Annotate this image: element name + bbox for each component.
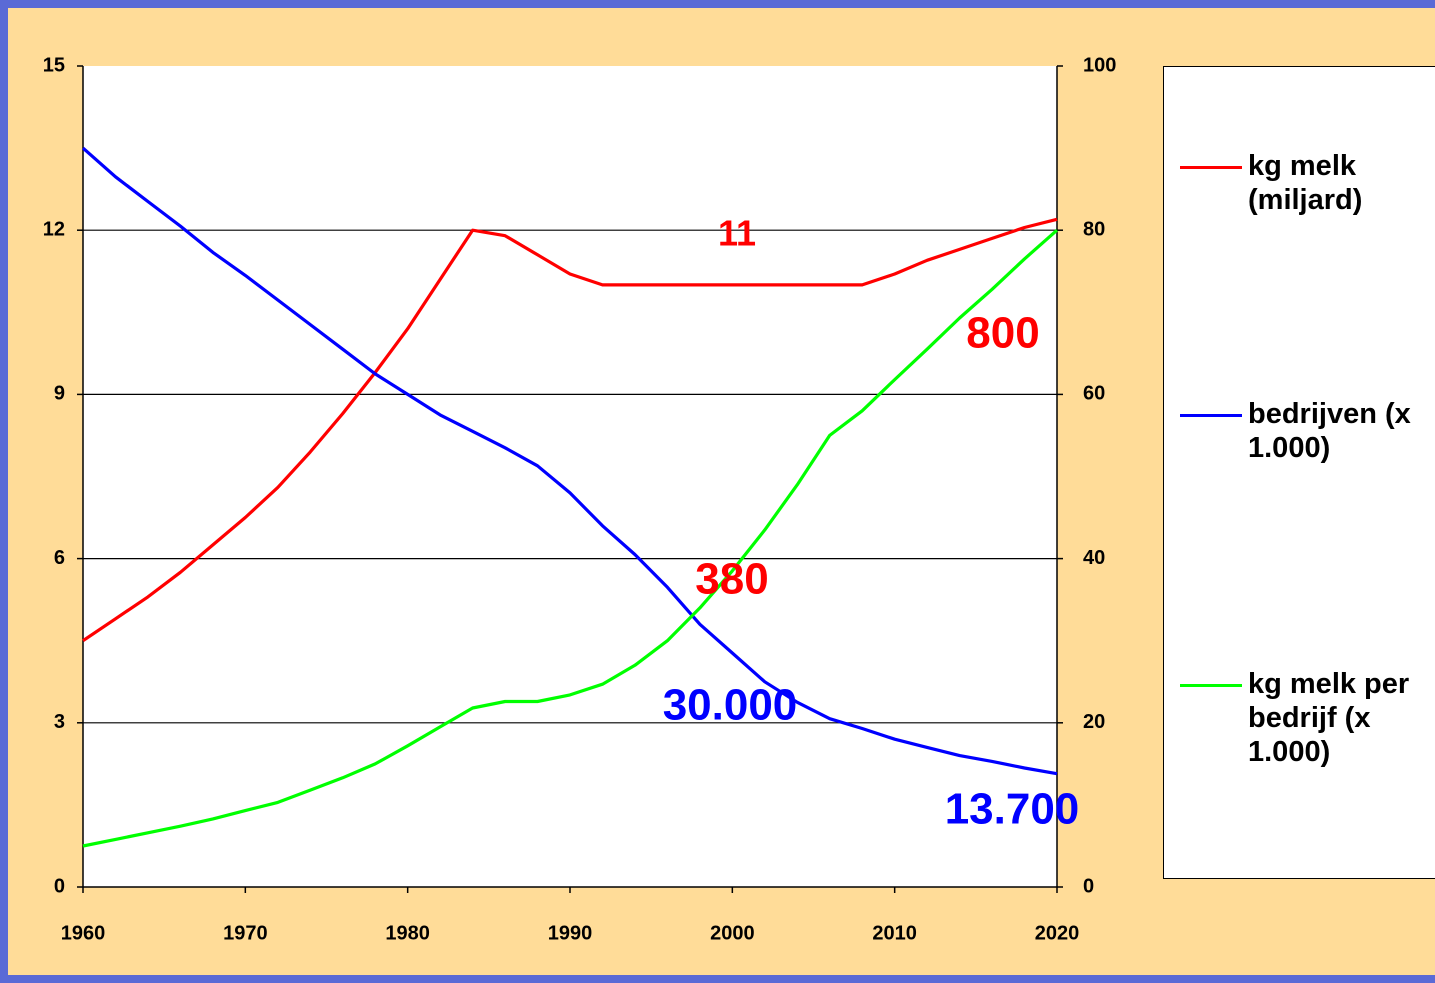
legend-swatch [1180,166,1242,169]
annotation: 11 [718,213,756,254]
plot-area [83,66,1057,887]
legend-swatch [1180,414,1242,417]
x-tick-label: 1960 [61,922,106,944]
series-line [82,217,1058,643]
annotation: 800 [966,309,1039,358]
x-tick-label: 2020 [1035,922,1080,944]
y-tick-label: 9 [54,383,65,405]
annotation: 380 [695,555,768,604]
legend-entry: kg melk (miljard) [1180,149,1435,217]
series-line [82,229,1059,848]
y2-tick-label: 100 [1083,54,1116,76]
annotation: 13.700 [945,785,1080,834]
y2-tick-label: 40 [1083,547,1105,569]
y2-tick-label: 80 [1083,218,1105,240]
x-tick-label: 2010 [872,922,917,944]
legend-label: kg melk per bedrijf (x 1.000) [1248,668,1410,768]
legend-label: kg melk (miljard) [1248,150,1363,216]
y-tick-label: 0 [54,875,65,897]
legend-swatch [1180,684,1242,687]
series-line [81,146,1058,776]
y2-tick-label: 0 [1083,875,1094,897]
legend: kg melk (miljard) bedrijven (x 1.000) kg m… [1163,66,1435,879]
legend-label: bedrijven (x 1.000) [1248,398,1411,464]
legend-entry: bedrijven (x 1.000) [1180,397,1435,465]
y2-tick-label: 60 [1083,383,1105,405]
y-tick-label: 3 [54,711,65,733]
y-tick-label: 15 [43,54,65,76]
x-tick-label: 1990 [548,922,593,944]
annotation: 30.000 [663,681,798,730]
x-tick-label: 2000 [710,922,755,944]
x-tick-label: 1970 [223,922,268,944]
x-tick-label: 1980 [385,922,430,944]
y-tick-label: 12 [43,218,65,240]
y-tick-label: 6 [54,547,65,569]
y2-tick-label: 20 [1083,711,1105,733]
legend-entry: kg melk per bedrijf (x 1.000) [1180,667,1435,769]
